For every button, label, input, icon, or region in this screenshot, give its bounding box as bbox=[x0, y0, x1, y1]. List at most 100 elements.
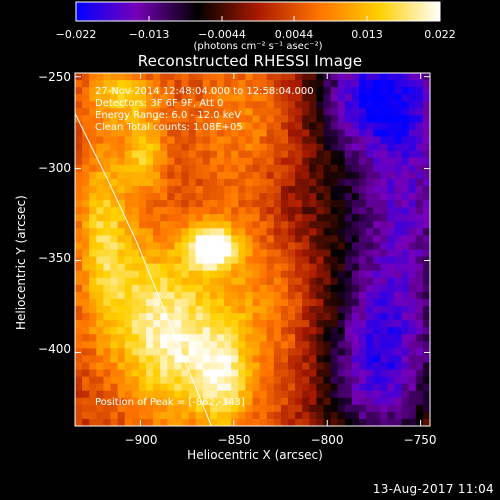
heatmap-cell bbox=[415, 157, 424, 166]
heatmap-cell bbox=[394, 214, 402, 222]
heatmap-cell bbox=[146, 115, 154, 123]
heatmap-cell bbox=[245, 136, 253, 144]
heatmap-cell bbox=[146, 277, 154, 286]
heatmap-cell bbox=[323, 291, 331, 300]
heatmap-cell bbox=[217, 122, 225, 130]
heatmap-cell bbox=[96, 94, 104, 102]
heatmap-cell bbox=[252, 122, 260, 130]
heatmap-cell bbox=[138, 129, 147, 137]
heatmap-cell bbox=[380, 73, 388, 81]
heatmap-cell bbox=[167, 305, 175, 314]
heatmap-cell bbox=[124, 171, 133, 180]
heatmap-cell bbox=[344, 235, 353, 243]
heatmap-cell bbox=[330, 305, 339, 314]
heatmap-cell bbox=[103, 185, 111, 194]
heatmap-cell bbox=[160, 397, 168, 406]
heatmap-cell bbox=[323, 136, 331, 144]
heatmap-cell bbox=[89, 221, 97, 229]
heatmap-cell bbox=[330, 115, 339, 123]
heatmap-cell bbox=[309, 313, 317, 321]
heatmap-cell bbox=[380, 143, 388, 152]
heatmap-cell bbox=[323, 249, 331, 257]
heatmap-cell bbox=[401, 376, 410, 385]
heatmap-cell bbox=[117, 369, 126, 377]
heatmap-cell bbox=[217, 143, 225, 152]
heatmap-cell bbox=[96, 327, 104, 335]
heatmap-cell bbox=[259, 87, 268, 95]
heatmap-cell bbox=[266, 101, 275, 109]
heatmap-cell bbox=[422, 80, 431, 88]
heatmap-cell bbox=[380, 383, 388, 392]
heatmap-cell bbox=[316, 270, 324, 279]
heatmap-cell bbox=[195, 136, 204, 144]
heatmap-cell bbox=[117, 249, 126, 257]
heatmap-cell bbox=[160, 94, 168, 102]
heatmap-cell bbox=[288, 376, 296, 385]
heatmap-cell bbox=[337, 341, 346, 349]
heatmap-cell bbox=[124, 122, 133, 130]
heatmap-cell bbox=[266, 327, 275, 335]
heatmap-cell bbox=[103, 305, 111, 314]
heatmap-cell bbox=[373, 418, 381, 427]
heatmap-cell bbox=[224, 200, 232, 208]
heatmap-cell bbox=[316, 341, 324, 349]
heatmap-cell bbox=[380, 327, 388, 335]
heatmap-cell bbox=[224, 397, 232, 406]
heatmap-cell bbox=[138, 178, 147, 187]
heatmap-cell bbox=[359, 298, 367, 307]
heatmap-cell bbox=[188, 305, 197, 314]
heatmap-cell bbox=[174, 291, 182, 300]
heatmap-cell bbox=[422, 171, 431, 180]
heatmap-cell bbox=[380, 411, 388, 420]
heatmap-cell bbox=[373, 143, 381, 152]
heatmap-cell bbox=[415, 214, 424, 222]
heatmap-cell bbox=[96, 185, 104, 194]
heatmap-cell bbox=[138, 270, 147, 279]
heatmap-cell bbox=[202, 291, 211, 300]
heatmap-cell bbox=[302, 362, 310, 370]
heatmap-cell bbox=[231, 122, 239, 130]
heatmap-cell bbox=[96, 249, 104, 257]
heatmap-cell bbox=[295, 327, 303, 335]
heatmap-cell bbox=[408, 228, 417, 236]
heatmap-cell bbox=[131, 284, 140, 293]
heatmap-cell bbox=[252, 101, 260, 109]
heatmap-cell bbox=[401, 270, 410, 279]
heatmap-cell bbox=[131, 277, 140, 286]
heatmap-cell bbox=[75, 313, 83, 321]
heatmap-cell bbox=[351, 87, 360, 95]
heatmap-cell bbox=[138, 376, 147, 385]
heatmap-cell bbox=[89, 122, 97, 130]
heatmap-cell bbox=[401, 362, 410, 370]
heatmap-cell bbox=[302, 263, 310, 272]
heatmap-cell bbox=[359, 263, 367, 272]
heatmap-cell bbox=[280, 270, 289, 279]
heatmap-cell bbox=[273, 108, 282, 116]
heatmap-cell bbox=[387, 341, 395, 349]
heatmap-cell bbox=[359, 390, 367, 399]
heatmap-cell bbox=[188, 256, 197, 265]
heatmap-cell bbox=[387, 178, 395, 187]
heatmap-cell bbox=[238, 178, 246, 187]
heatmap-cell bbox=[266, 143, 275, 152]
heatmap-cell bbox=[266, 369, 275, 377]
heatmap-cell bbox=[302, 80, 310, 88]
heatmap-cell bbox=[387, 390, 395, 399]
heatmap-cell bbox=[117, 256, 126, 265]
heatmap-cell bbox=[266, 235, 275, 243]
heatmap-cell bbox=[138, 214, 147, 222]
heatmap-cell bbox=[124, 284, 133, 293]
heatmap-cell bbox=[266, 157, 275, 166]
heatmap-cell bbox=[202, 313, 211, 321]
heatmap-cell bbox=[174, 214, 182, 222]
heatmap-cell bbox=[110, 305, 118, 314]
heatmap-cell bbox=[422, 383, 431, 392]
heatmap-cell bbox=[323, 235, 331, 243]
heatmap-cell bbox=[217, 263, 225, 272]
heatmap-cell bbox=[408, 136, 417, 144]
heatmap-cell bbox=[373, 270, 381, 279]
heatmap-cell bbox=[259, 334, 268, 342]
heatmap-cell bbox=[202, 242, 211, 250]
heatmap-cell bbox=[245, 94, 253, 102]
heatmap-cell bbox=[351, 320, 360, 328]
